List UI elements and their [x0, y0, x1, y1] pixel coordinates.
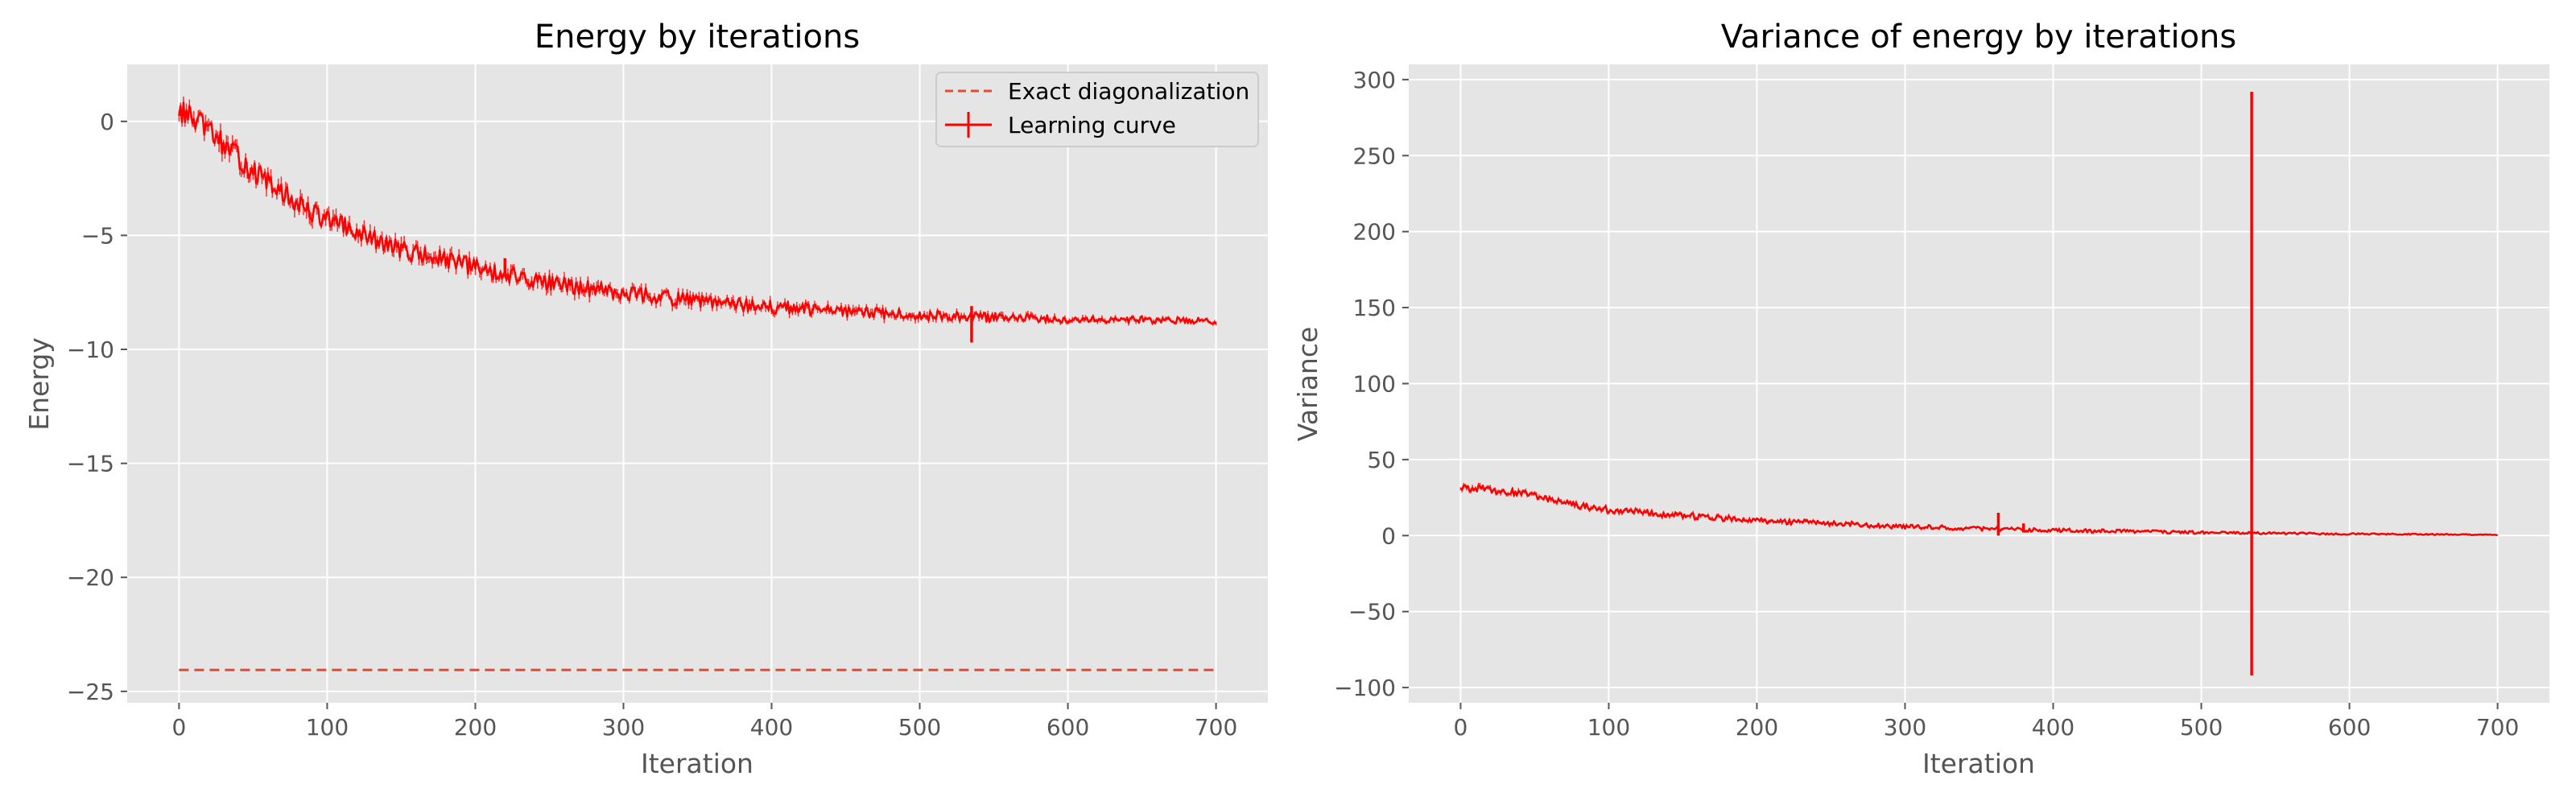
energy-x-tick-label: 700 [1195, 714, 1237, 741]
variance-y-tick-label: −50 [1348, 599, 1396, 625]
variance-x-tick-label: 500 [2180, 714, 2223, 741]
variance-x-tick-label: 300 [1884, 714, 1926, 741]
energy-y-tick-label: −15 [67, 451, 114, 477]
variance-x-tick-label: 200 [1736, 714, 1778, 741]
energy-x-tick-label: 600 [1046, 714, 1089, 741]
variance-x-axis-label: Iteration [1922, 748, 2035, 779]
legend-label-exact: Exact diagonalization [1008, 78, 1249, 105]
energy-x-ticks: 0 100 200 300 400 500 600 700 [171, 703, 1237, 741]
variance-x-tick-label: 400 [2032, 714, 2074, 741]
energy-y-tick-label: 0 [100, 109, 114, 135]
energy-x-axis-label: Iteration [641, 748, 753, 779]
legend-box [935, 72, 1259, 147]
variance-marks [1459, 91, 2499, 676]
energy-x-tick-label: 200 [454, 714, 497, 741]
legend-label-learning: Learning curve [1008, 112, 1176, 138]
variance-y-tick-label: −100 [1334, 675, 1396, 701]
variance-curve-line [1459, 484, 2498, 537]
variance-y-tick-label: 200 [1353, 219, 1396, 246]
variance-grid [1409, 64, 2549, 703]
energy-x-tick-label: 100 [306, 714, 349, 741]
energy-x-tick-label: 0 [171, 714, 186, 741]
energy-y-ticks: 0 −5 −10 −15 −20 −25 [67, 109, 127, 705]
energy-grid [127, 64, 1268, 703]
energy-chart-title: Energy by iterations [535, 19, 860, 56]
energy-y-tick-label: −20 [67, 564, 114, 591]
variance-y-tick-label: 250 [1353, 142, 1396, 169]
energy-x-tick-label: 300 [602, 714, 645, 741]
energy-x-tick-label: 400 [750, 714, 793, 741]
variance-x-ticks: 0 100 200 300 400 500 600 700 [1453, 703, 2519, 741]
variance-y-axis-label: Variance [1292, 327, 1323, 442]
variance-y-tick-label: 50 [1367, 447, 1396, 473]
variance-x-tick-label: 700 [2476, 714, 2519, 741]
legend: Exact diagonalization Learning curve [935, 72, 1259, 147]
variance-x-tick-label: 600 [2328, 714, 2371, 741]
variance-x-tick-label: 0 [1453, 714, 1468, 741]
energy-y-axis-label: Energy [23, 337, 55, 431]
variance-x-tick-label: 100 [1587, 714, 1630, 741]
energy-y-tick-label: −25 [67, 679, 114, 705]
energy-x-tick-label: 500 [898, 714, 941, 741]
variance-y-tick-label: 0 [1381, 522, 1396, 549]
variance-y-tick-label: 300 [1353, 67, 1396, 93]
variance-y-tick-label: 100 [1353, 371, 1396, 398]
energy-marks [178, 96, 1217, 671]
energy-y-tick-label: −10 [67, 336, 114, 363]
variance-y-tick-label: 150 [1353, 295, 1396, 321]
energy-plot-area [127, 64, 1268, 703]
energy-chart-panel: 0 100 200 300 400 500 600 700 0 −5 −10 −15 −20 −25 E… [23, 19, 1268, 779]
variance-chart-panel: 0 100 200 300 400 500 600 700 30025020015010050… [1292, 19, 2549, 779]
variance-y-ticks: 300 250 200 150 100 50 0 −50 −100 [1334, 67, 1409, 701]
energy-y-tick-label: −5 [81, 222, 114, 249]
variance-chart-title: Variance of energy by iterations [1721, 19, 2236, 56]
energy-curve-line [178, 101, 1217, 325]
